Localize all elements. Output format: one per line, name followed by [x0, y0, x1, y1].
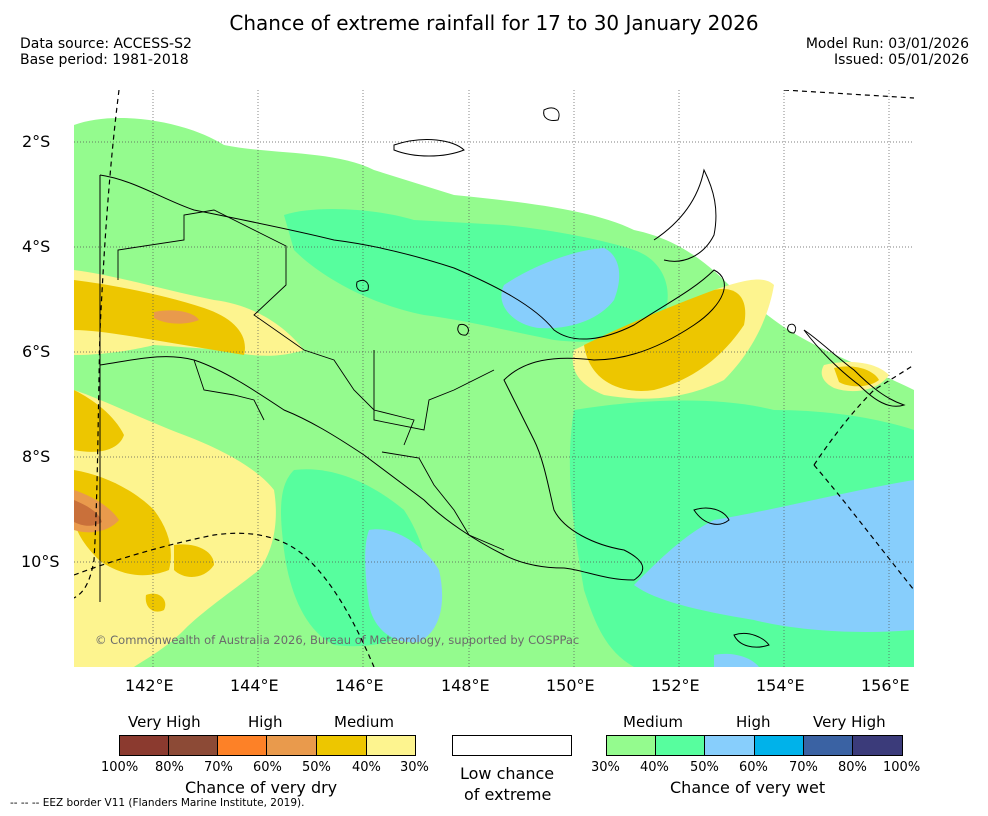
- dry-tick-70: 70%: [204, 760, 233, 775]
- province-borders: [117, 209, 505, 551]
- dry-tick-80: 80%: [155, 760, 184, 775]
- low-chance-swatch: [452, 735, 572, 756]
- lon-label-148e: 148°E: [441, 676, 490, 695]
- lat-label-10s: 10°S: [21, 552, 60, 571]
- dry-medium-region: [74, 280, 879, 612]
- wet-swatch-80-100: [852, 735, 903, 756]
- dry-swatch-40-30: [366, 735, 416, 756]
- lon-label-142e: 142°E: [125, 676, 174, 695]
- dry-legend-caption: Chance of very dry: [185, 778, 338, 797]
- wet-tick-70: 70%: [789, 760, 818, 775]
- dry-swatch-100-80: [119, 735, 169, 756]
- dry-swatch-70-60: [217, 735, 267, 756]
- dry-level-medium: Medium: [334, 713, 394, 731]
- dry-tick-50: 50%: [302, 760, 331, 775]
- wet-tick-30: 30%: [591, 760, 620, 775]
- eez-border: [74, 90, 914, 667]
- dry-tick-60: 60%: [253, 760, 282, 775]
- wet-swatch-70-80: [803, 735, 853, 756]
- lon-label-146e: 146°E: [335, 676, 384, 695]
- wet-level-high: High: [736, 713, 771, 731]
- wet-tick-80: 80%: [838, 760, 867, 775]
- wet-high-region: [365, 248, 914, 667]
- lat-label-4s: 4°S: [22, 237, 51, 256]
- data-source-label: Data source: ACCESS-S2: [20, 36, 192, 52]
- low-chance-caption-line2: of extreme: [464, 785, 552, 804]
- lon-label-156e: 156°E: [861, 676, 910, 695]
- lon-label-154e: 154°E: [756, 676, 805, 695]
- copyright-credit: © Commonwealth of Australia 2026, Bureau…: [95, 633, 580, 647]
- wet-tick-40: 40%: [640, 760, 669, 775]
- map-canvas: [74, 90, 914, 667]
- dry-tick-40: 40%: [352, 760, 381, 775]
- dry-tick-100: 100%: [101, 760, 139, 775]
- base-period-label: Base period: 1981-2018: [20, 52, 189, 68]
- dry-level-very-high: Very High: [128, 713, 201, 731]
- wet-swatch-50-60: [704, 735, 755, 756]
- dry-high-region: [74, 310, 199, 533]
- dry-swatch-60-50: [266, 735, 317, 756]
- lat-label-6s: 6°S: [22, 342, 51, 361]
- lon-label-152e: 152°E: [651, 676, 700, 695]
- issued-date-label: Issued: 05/01/2026: [834, 52, 969, 68]
- wet-tick-60: 60%: [739, 760, 768, 775]
- eez-border-note: -- -- -- EEZ border V11 (Flanders Marine…: [10, 797, 305, 809]
- lat-label-2s: 2°S: [22, 132, 51, 151]
- low-chance-caption-line1: Low chance: [460, 764, 555, 783]
- dry-tick-30: 30%: [400, 760, 429, 775]
- wet-level-medium: Medium: [623, 713, 683, 731]
- lat-label-8s: 8°S: [22, 447, 51, 466]
- rainfall-map[interactable]: © Commonwealth of Australia 2026, Bureau…: [74, 90, 914, 667]
- dry-level-high: High: [248, 713, 283, 731]
- dry-swatch-80-70: [168, 735, 218, 756]
- wet-level-very-high: Very High: [813, 713, 886, 731]
- map-title: Chance of extreme rainfall for 17 to 30 …: [229, 11, 759, 35]
- dry-swatch-50-40: [316, 735, 367, 756]
- wet-swatch-30-40: [606, 735, 656, 756]
- wet-tick-100: 100%: [883, 760, 921, 775]
- wet-swatch-60-70: [754, 735, 804, 756]
- wet-swatch-40-50: [655, 735, 705, 756]
- wet-legend-caption: Chance of very wet: [670, 778, 826, 797]
- lon-label-150e: 150°E: [546, 676, 595, 695]
- model-run-label: Model Run: 03/01/2026: [805, 36, 969, 52]
- lon-label-144e: 144°E: [230, 676, 279, 695]
- graticule: [74, 90, 914, 667]
- coastline: [99, 107, 906, 648]
- wet-tick-50: 50%: [690, 760, 719, 775]
